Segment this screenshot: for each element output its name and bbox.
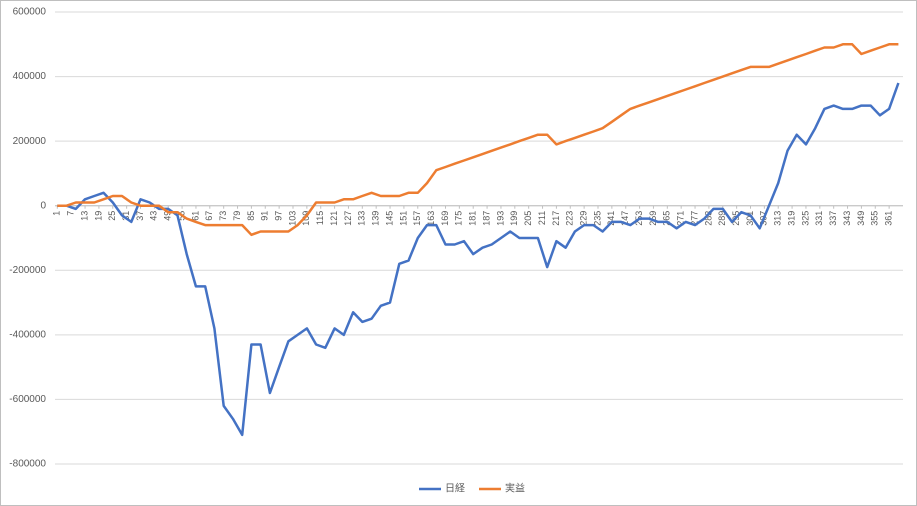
x-tick-label: 127 — [343, 211, 353, 226]
x-tick-label: 145 — [384, 211, 394, 226]
x-tick-label: 301 — [745, 211, 755, 226]
x-tick-label: 61 — [190, 211, 200, 221]
x-tick-label: 121 — [329, 211, 339, 226]
y-tick-label: -200000 — [9, 265, 46, 276]
x-tick-label: 235 — [592, 211, 602, 226]
x-tick-label: 103 — [287, 211, 297, 226]
x-tick-label: 319 — [786, 211, 796, 226]
x-tick-label: 157 — [412, 211, 422, 226]
x-tick-label: 25 — [107, 211, 117, 221]
x-tick-label: 37 — [135, 211, 145, 221]
x-tick-label: 1 — [52, 211, 62, 216]
x-tick-label: 109 — [301, 211, 311, 226]
x-tick-label: 43 — [149, 211, 159, 221]
x-tick-label: 91 — [260, 211, 270, 221]
x-tick-label: 199 — [509, 211, 519, 226]
x-tick-label: 73 — [218, 211, 228, 221]
x-tick-label: 331 — [814, 211, 824, 226]
x-tick-label: 49 — [163, 211, 173, 221]
x-tick-label: 169 — [440, 211, 450, 226]
legend-label: 実益 — [505, 482, 525, 495]
y-tick-label: 0 — [40, 200, 46, 211]
x-tick-label: 115 — [315, 211, 325, 225]
x-tick-label: 223 — [565, 211, 575, 226]
x-tick-label: 31 — [121, 211, 131, 221]
y-tick-label: -600000 — [9, 394, 46, 405]
x-tick-label: 361 — [884, 211, 894, 226]
x-tick-label: 337 — [828, 211, 838, 226]
series-line — [57, 82, 900, 437]
x-tick-label: 163 — [426, 211, 436, 226]
x-tick-label: 67 — [204, 211, 214, 221]
x-tick-label: 265 — [662, 211, 672, 226]
x-tick-label: 181 — [468, 211, 478, 226]
y-tick-label: 200000 — [13, 136, 47, 147]
x-tick-label: 247 — [620, 211, 630, 226]
x-tick-label: 79 — [232, 211, 242, 221]
x-tick-label: 7 — [66, 211, 76, 216]
x-tick-label: 211 — [537, 211, 547, 225]
x-tick-label: 97 — [274, 211, 284, 221]
x-tick-label: 355 — [870, 211, 880, 226]
x-tick-label: 349 — [856, 211, 866, 226]
x-tick-label: 205 — [523, 211, 533, 226]
x-tick-label: 175 — [454, 211, 464, 226]
x-tick-label: 313 — [773, 211, 783, 226]
x-tick-label: 259 — [648, 211, 658, 226]
series-line — [57, 43, 899, 237]
x-tick-label: 283 — [703, 211, 713, 226]
x-tick-label: 277 — [689, 211, 699, 226]
legend-label: 日経 — [445, 482, 465, 495]
x-tick-label: 139 — [371, 211, 381, 226]
y-tick-label: -400000 — [9, 329, 46, 340]
x-tick-label: 289 — [717, 211, 727, 226]
x-tick-label: 19 — [93, 211, 103, 221]
y-tick-label: 600000 — [13, 7, 47, 18]
x-tick-label: 229 — [579, 211, 589, 226]
x-tick-label: 193 — [495, 211, 505, 226]
x-tick-label: 271 — [676, 211, 686, 226]
y-tick-label: 400000 — [13, 71, 47, 82]
x-tick-label: 13 — [79, 211, 89, 221]
x-tick-label: 343 — [842, 211, 852, 226]
x-tick-label: 217 — [551, 211, 561, 226]
x-tick-label: 187 — [481, 211, 491, 226]
x-tick-label: 151 — [398, 211, 408, 226]
x-tick-label: 85 — [246, 211, 256, 221]
y-tick-label: -800000 — [9, 459, 46, 470]
x-tick-label: 325 — [800, 211, 810, 226]
x-tick-label: 241 — [606, 211, 616, 226]
x-tick-label: 133 — [357, 211, 367, 226]
